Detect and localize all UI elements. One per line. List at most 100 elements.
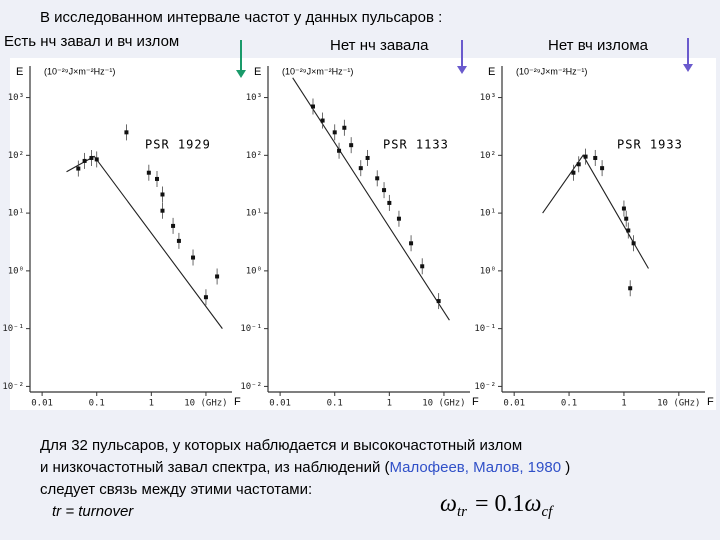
- data-point: [436, 299, 441, 304]
- y-tick-label: 10²: [8, 151, 24, 161]
- pulsar-label: PSR 1133: [383, 138, 449, 152]
- body-text: следует связь между этими частотами:: [40, 481, 312, 498]
- data-point: [160, 208, 165, 213]
- data-point: [409, 241, 414, 246]
- data-point: [191, 255, 196, 260]
- data-point: [593, 155, 598, 160]
- x-tick-label: 0.1: [89, 399, 105, 409]
- data-point: [631, 241, 636, 246]
- data-point: [160, 192, 165, 197]
- data-point: [342, 125, 347, 130]
- data-point: [626, 228, 631, 233]
- y-tick-label: 10²: [246, 151, 262, 161]
- x-axis-label: F: [234, 396, 241, 408]
- fit-line: [292, 77, 450, 321]
- x-tick-label: 10 (GHz): [422, 399, 465, 409]
- data-point: [628, 286, 633, 291]
- data-point: [320, 118, 325, 123]
- formula-text: = 0.1: [475, 491, 525, 517]
- y-axis-label: E: [16, 66, 23, 78]
- data-point: [337, 148, 342, 153]
- y-tick-label: 10⁰: [246, 266, 262, 276]
- y-tick-label: 10¹: [246, 209, 262, 219]
- formula: ωtr = 0.1ωcf: [440, 491, 554, 521]
- pulsar-label: PSR 1933: [617, 138, 683, 152]
- slide-title: В исследованном интервале частот у данны…: [40, 9, 442, 26]
- y-tick-label: 10¹: [8, 209, 24, 219]
- note: tr = turnover: [52, 503, 134, 520]
- data-point: [124, 130, 129, 135]
- pulsar-label: PSR 1929: [145, 138, 211, 152]
- x-tick-label: 1: [387, 399, 392, 409]
- data-point: [365, 155, 370, 160]
- data-point: [420, 264, 425, 269]
- data-point: [203, 295, 208, 300]
- y-tick-label: 10⁻²: [240, 382, 262, 392]
- y-axis-label: E: [488, 66, 495, 78]
- data-point: [94, 157, 99, 162]
- formula-subscript: cf: [541, 504, 554, 520]
- data-point: [600, 166, 605, 171]
- y-tick-label: 10⁰: [480, 266, 496, 276]
- y-tick-label: 10³: [246, 93, 262, 103]
- y-tick-label: 10²: [480, 151, 496, 161]
- data-point: [624, 216, 629, 221]
- y-tick-label: 10⁰: [8, 266, 24, 276]
- data-point: [171, 223, 176, 228]
- y-axis-label: E: [254, 66, 261, 78]
- reference: Малофеев, Малов, 1980: [390, 459, 562, 476]
- unit-label: (10⁻²⁹J×m⁻²Hz⁻¹): [282, 66, 353, 76]
- data-point: [155, 176, 160, 181]
- formula-symbol: ω: [440, 491, 457, 517]
- data-point: [358, 166, 363, 171]
- y-tick-label: 10⁻²: [2, 382, 24, 392]
- y-tick-label: 10⁻¹: [474, 324, 496, 334]
- data-point: [76, 166, 81, 171]
- x-tick-label: 0.01: [269, 399, 291, 409]
- y-tick-label: 10⁻²: [474, 382, 496, 392]
- data-point: [396, 216, 401, 221]
- data-point: [571, 170, 576, 175]
- x-tick-label: 0.01: [31, 399, 53, 409]
- body-text: и низкочастотный завал спектра, из наблю…: [40, 459, 390, 476]
- panel-caption: Есть нч завал и вч излом: [4, 33, 179, 50]
- y-tick-label: 10⁻¹: [2, 324, 24, 334]
- data-point: [176, 238, 181, 243]
- data-point: [576, 162, 581, 167]
- x-tick-label: 1: [621, 399, 626, 409]
- data-point: [215, 274, 220, 279]
- panel-caption: Нет нч завала: [330, 37, 429, 54]
- x-tick-label: 10 (GHz): [184, 399, 227, 409]
- unit-label: (10⁻²⁹J×m⁻²Hz⁻¹): [44, 66, 115, 76]
- body-text: и низкочастотный завал спектра, из наблю…: [40, 459, 570, 476]
- y-tick-label: 10⁻¹: [240, 324, 262, 334]
- y-tick-label: 10¹: [480, 209, 496, 219]
- x-tick-label: 0.01: [503, 399, 525, 409]
- data-point: [310, 104, 315, 109]
- x-axis-label: F: [707, 396, 714, 408]
- data-point: [382, 188, 387, 193]
- data-point: [387, 200, 392, 205]
- formula-subscript: tr: [457, 504, 467, 520]
- data-point: [375, 176, 380, 181]
- x-tick-label: 10 (GHz): [657, 399, 700, 409]
- panel-caption: Нет вч излома: [548, 37, 649, 54]
- body-text: ): [561, 459, 570, 476]
- fit-line: [66, 155, 223, 329]
- data-point: [583, 154, 588, 159]
- y-tick-label: 10³: [8, 93, 24, 103]
- x-tick-label: 0.1: [327, 399, 343, 409]
- data-point: [146, 170, 151, 175]
- x-tick-label: 0.1: [561, 399, 577, 409]
- data-point: [89, 155, 94, 160]
- x-axis-label: F: [472, 396, 479, 408]
- data-point: [332, 130, 337, 135]
- x-tick-label: 1: [149, 399, 154, 409]
- data-point: [82, 158, 87, 163]
- data-point: [621, 206, 626, 211]
- y-tick-label: 10³: [480, 93, 496, 103]
